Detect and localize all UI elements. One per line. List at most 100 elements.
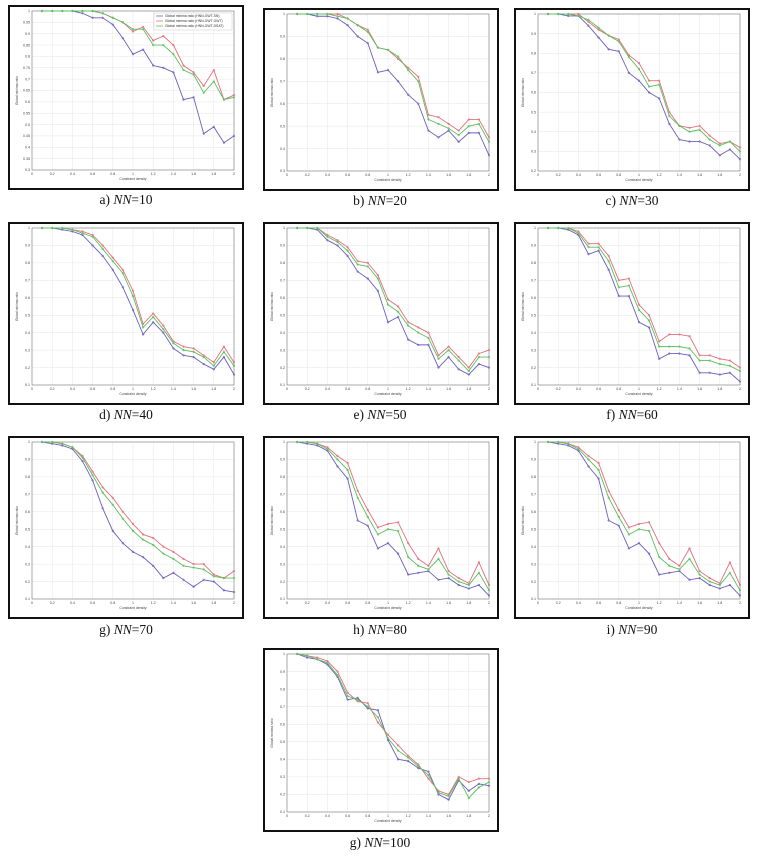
data-point xyxy=(708,583,711,587)
line-chart: 0 0.2 0.4 0.6 0.8 1 1.2 1.4 1.6 1.8 2 0.1 0.2 0.3 0.4 0… xyxy=(521,226,742,396)
data-point xyxy=(688,354,691,357)
data-point xyxy=(51,226,54,230)
caption-variable: NN xyxy=(113,622,132,637)
x-tick-label: 0 xyxy=(31,172,33,176)
data-point xyxy=(172,557,175,561)
data-point xyxy=(152,312,155,315)
data-point xyxy=(467,124,470,128)
data-point xyxy=(172,71,175,74)
x-tick-label: 0.6 xyxy=(345,601,350,605)
caption-value: =50 xyxy=(385,407,407,422)
chart-panel-i: 0 0.2 0.4 0.6 0.8 1 1.2 1.4 1.6 1.8 2 0.1 0.2 0.3 0.4 0… xyxy=(514,436,750,619)
data-point xyxy=(417,571,420,574)
x-axis-label: Constraint density xyxy=(374,178,401,182)
data-point xyxy=(162,43,165,47)
y-tick-label: 0.9 xyxy=(280,244,285,248)
data-point xyxy=(688,347,691,350)
data-point xyxy=(487,589,491,592)
data-point xyxy=(738,589,742,592)
data-point xyxy=(477,122,481,126)
data-point xyxy=(386,737,390,740)
x-axis-label: Constraint density xyxy=(625,178,652,182)
data-point xyxy=(718,154,721,157)
x-tick-label: 1.4 xyxy=(426,387,431,391)
y-tick-label: 0.2 xyxy=(280,366,285,370)
y-tick-label: 0.65 xyxy=(23,89,30,93)
data-point xyxy=(546,226,550,230)
data-point xyxy=(708,371,711,374)
plot-area xyxy=(537,441,741,600)
y-tick-label: 0.8 xyxy=(280,687,285,691)
chart-panel-h: 0 0.2 0.4 0.6 0.8 1 1.2 1.4 1.6 1.8 2 0.1 0.2 0.3 0.4 0… xyxy=(263,436,499,619)
data-point xyxy=(597,249,600,252)
y-tick-label: 0.2 xyxy=(25,366,30,370)
x-tick-label: 0.6 xyxy=(345,387,350,391)
x-tick-label: 0.2 xyxy=(556,173,561,177)
x-tick-label: 1.4 xyxy=(171,172,176,176)
plot-area xyxy=(286,441,490,600)
x-tick-label: 1.4 xyxy=(171,601,176,605)
x-tick-label: 1.2 xyxy=(151,172,156,176)
line-chart: 0 0.2 0.4 0.6 0.8 1 1.2 1.4 1.6 1.8 20.20.30.40.50… xyxy=(521,12,742,182)
data-point xyxy=(718,144,721,147)
data-point xyxy=(597,246,600,249)
data-point xyxy=(407,555,410,559)
data-point xyxy=(617,294,620,298)
data-point xyxy=(212,368,215,371)
data-point xyxy=(306,226,309,230)
y-tick-label: 1 xyxy=(283,226,285,230)
data-point xyxy=(698,569,701,573)
data-point xyxy=(407,66,410,69)
y-tick-label: 0.3 xyxy=(280,562,285,566)
x-tick-label: 0.6 xyxy=(596,173,601,177)
data-point xyxy=(658,83,661,86)
x-tick-label: 1.6 xyxy=(697,387,702,391)
x-tick-label: 1.4 xyxy=(171,387,176,391)
x-tick-label: 1.6 xyxy=(191,601,196,605)
data-point xyxy=(587,24,590,27)
data-point xyxy=(71,228,74,231)
data-point xyxy=(212,580,215,583)
data-point xyxy=(101,254,104,258)
chart-panel-f: 0 0.2 0.4 0.6 0.8 1 1.2 1.4 1.6 1.8 2 0.1 0.2 0.3 0.4 0… xyxy=(514,222,750,405)
data-point xyxy=(457,359,460,362)
y-tick-label: 0.5 xyxy=(531,313,536,317)
data-point xyxy=(467,131,470,135)
x-tick-label: 0 xyxy=(286,387,288,391)
data-point xyxy=(627,56,631,59)
chart-panel-a: 0 0.2 0.4 0.6 0.8 1 1.2 1.4 1.6 1.8 2 0.3 0.35 0.4 0.4… xyxy=(8,5,244,190)
data-point xyxy=(131,550,135,554)
x-tick-label: 0 xyxy=(537,601,539,605)
data-point xyxy=(232,590,236,594)
data-point xyxy=(336,244,339,247)
data-point xyxy=(637,308,641,312)
data-point xyxy=(647,314,651,317)
data-point xyxy=(222,141,226,144)
y-tick-label: 0.4 xyxy=(280,147,285,151)
data-point xyxy=(738,369,742,373)
data-point xyxy=(437,557,440,561)
data-point xyxy=(316,12,319,16)
y-tick-label: 0.1 xyxy=(531,383,536,387)
chart-panel-c: 0 0.2 0.4 0.6 0.8 1 1.2 1.4 1.6 1.8 2 0.2 0.3 0.4 0.5 0… xyxy=(514,8,750,191)
series-line-2 xyxy=(548,13,741,148)
series-line-1 xyxy=(297,13,490,156)
y-axis-label: Global minima ratio xyxy=(270,718,274,747)
data-point xyxy=(417,564,420,568)
data-point xyxy=(376,289,380,292)
data-point xyxy=(232,364,236,367)
x-tick-label: 0.4 xyxy=(70,601,75,605)
data-point xyxy=(728,364,732,367)
y-axis-label: Global minima ratio xyxy=(521,292,525,321)
data-point xyxy=(192,566,195,569)
data-point xyxy=(637,61,641,65)
data-point xyxy=(356,698,359,701)
data-point xyxy=(232,576,236,580)
data-point xyxy=(607,254,610,258)
data-point xyxy=(131,28,135,31)
chart-panel-j: 0 0.2 0.4 0.6 0.8 1 1.2 1.4 1.6 1.8 2 0.1 0.2 0.3 0.4 0… xyxy=(263,648,499,832)
data-point xyxy=(447,569,450,573)
caption-prefix: i) xyxy=(606,622,619,637)
data-point xyxy=(202,355,205,359)
data-point xyxy=(386,542,390,545)
